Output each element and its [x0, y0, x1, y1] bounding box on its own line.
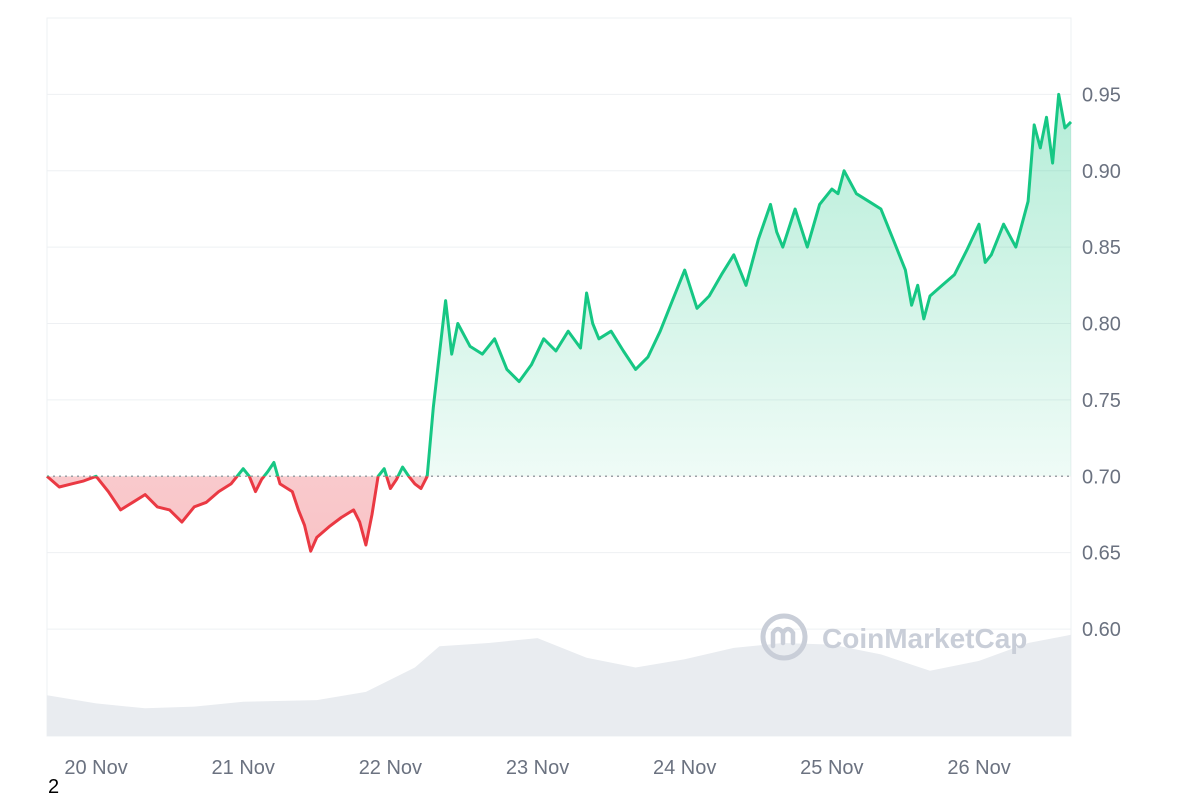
- x-tick-label: 24 Nov: [653, 757, 716, 779]
- x-tick-label: 23 Nov: [506, 757, 569, 779]
- y-tick-label: 0.80: [1082, 314, 1121, 336]
- x-axis: 20 Nov 21 Nov 22 Nov 23 Nov 24 Nov 25 Nov 26 N…: [64, 757, 1010, 779]
- y-tick-label: 0.95: [1082, 84, 1121, 106]
- below-baseline-fill: [47, 476, 1071, 552]
- x-tick-label: 25 Nov: [800, 757, 863, 779]
- watermark: CoinMarketCap: [760, 613, 1027, 661]
- coinmarketcap-logo-icon: [760, 613, 808, 661]
- above-baseline-fill: [237, 94, 1071, 477]
- y-tick-label: 0.60: [1082, 619, 1121, 641]
- volume-area: [47, 634, 1071, 736]
- price-line-below-baseline: [46, 476, 429, 553]
- y-tick-label: 0.70: [1082, 466, 1121, 488]
- price-line-above-baseline: [47, 92, 1073, 477]
- watermark-text: CoinMarketCap: [822, 623, 1027, 654]
- y-tick-label: 0.90: [1082, 161, 1121, 183]
- y-tick-label: 0.75: [1082, 390, 1121, 412]
- x-tick-label: 26 Nov: [947, 757, 1010, 779]
- x-tick-label: 20 Nov: [64, 757, 127, 779]
- x-tick-label: 21 Nov: [212, 757, 275, 779]
- footnote-number: 2: [48, 776, 60, 798]
- y-axis: 0.60 0.65 0.70 0.75 0.80 0.85 0.90 0.95: [1082, 84, 1121, 641]
- y-tick-label: 0.85: [1082, 237, 1121, 259]
- y-tick-label: 0.65: [1082, 543, 1121, 565]
- x-tick-label: 22 Nov: [359, 757, 422, 779]
